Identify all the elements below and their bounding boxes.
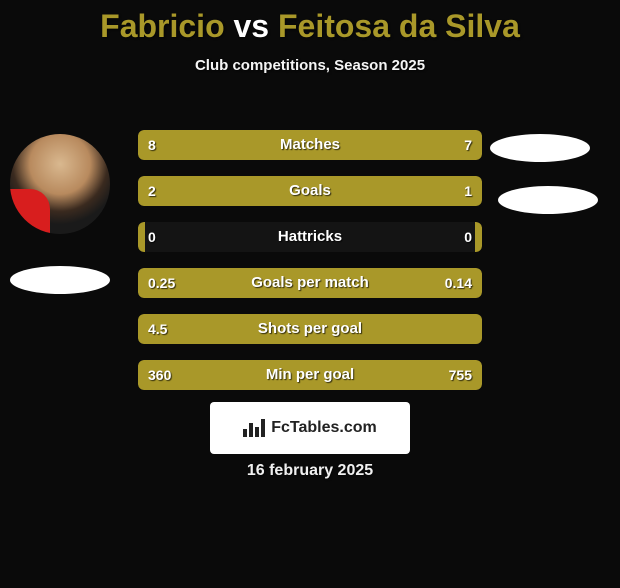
vs-text: vs xyxy=(234,8,270,44)
player2-logo-placeholder xyxy=(498,186,598,214)
stat-row: 87Matches xyxy=(138,130,482,160)
date-text: 16 february 2025 xyxy=(0,462,620,480)
stat-label: Matches xyxy=(138,130,482,160)
player2-name: Feitosa da Silva xyxy=(278,8,520,44)
player1-name: Fabricio xyxy=(100,8,224,44)
stat-label: Goals per match xyxy=(138,268,482,298)
stat-label: Min per goal xyxy=(138,360,482,390)
stat-label: Shots per goal xyxy=(138,314,482,344)
branding-badge: FcTables.com xyxy=(210,402,410,454)
player2-avatar-placeholder xyxy=(490,134,590,162)
stat-row: 0.250.14Goals per match xyxy=(138,268,482,298)
player1-logo-placeholder xyxy=(10,266,110,294)
subtitle: Club competitions, Season 2025 xyxy=(0,57,620,74)
avatar-image-placeholder xyxy=(10,134,110,234)
page-title: Fabricio vs Feitosa da Silva xyxy=(0,8,620,45)
stats-container: 87Matches 21Goals 00Hattricks 0.250.14Goals… xyxy=(138,130,482,406)
branding-text: FcTables.com xyxy=(271,419,377,437)
stat-row: 360755Min per goal xyxy=(138,360,482,390)
stat-row: 21Goals xyxy=(138,176,482,206)
stat-label: Goals xyxy=(138,176,482,206)
player1-avatar xyxy=(10,134,110,234)
stat-row: 00Hattricks xyxy=(138,222,482,252)
chart-icon xyxy=(243,419,265,437)
stat-row: 4.5Shots per goal xyxy=(138,314,482,344)
stat-label: Hattricks xyxy=(138,222,482,252)
